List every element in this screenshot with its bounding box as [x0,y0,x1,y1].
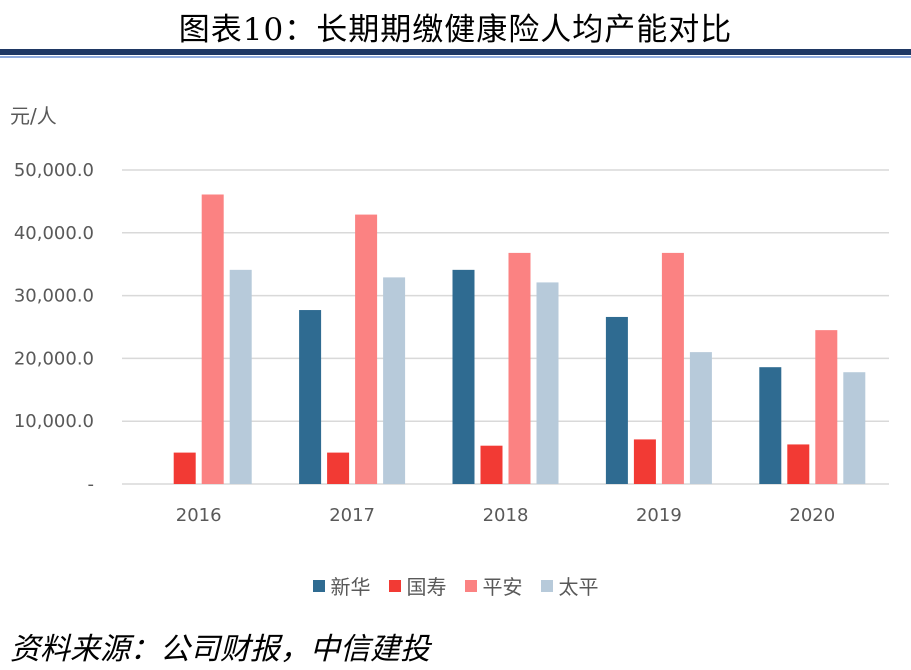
x-tick-label: 2020 [789,505,835,526]
bar-平安-2020 [815,330,838,484]
legend-swatch [312,579,325,592]
x-tick-label: 2018 [483,505,529,526]
source-note: 资料来源：公司财报，中信建投 [10,632,430,667]
x-axis-ticks: 2016 2017 2018 2019 2020 [176,505,835,526]
legend-item: 平安 [464,571,523,600]
bar-平安-2018 [508,252,531,484]
chart-title: 图表10：长期期缴健康险人均产能对比 [178,12,733,48]
legend-swatch [540,579,553,592]
bar-新华-2018 [452,269,475,484]
title-rule [0,49,911,55]
bar-国寿-2017 [327,452,350,484]
legend-label: 太平 [558,575,599,599]
title-rule-accent [0,56,911,58]
x-tick-label: 2017 [329,505,375,526]
bar-新华-2020 [759,367,782,484]
bar-平安-2017 [355,214,378,484]
bar-太平-2020 [843,372,866,484]
legend-item: 新华 [312,571,371,600]
bar-太平-2017 [383,277,406,484]
x-tick-label: 2019 [636,505,682,526]
legend: 新华 国寿 平安 太平 [0,571,911,600]
bar-太平-2019 [689,352,712,484]
y-tick-label: 40,000.0 [14,223,94,244]
legend-item: 国寿 [388,571,447,600]
bar-国寿-2016 [173,452,196,484]
bar-太平-2016 [229,269,252,484]
bar-国寿-2020 [787,444,810,484]
y-tick-label: - [88,474,95,495]
legend-label: 国寿 [406,575,447,599]
x-tick-label: 2016 [176,505,222,526]
bar-新华-2017 [299,310,322,484]
y-tick-label: 50,000.0 [14,160,94,181]
bar-太平-2018 [536,282,559,484]
legend-label: 新华 [330,575,371,599]
bars [173,194,866,484]
y-tick-label: 30,000.0 [14,286,94,307]
bar-平安-2016 [201,194,224,484]
legend-swatch [388,579,401,592]
bar-新华-2019 [605,316,628,484]
legend-label: 平安 [482,575,523,599]
y-axis-ticks: - 10,000.0 20,000.0 30,000.0 40,000.0 50,000.… [14,160,94,495]
bar-国寿-2019 [633,439,656,484]
y-tick-label: 10,000.0 [14,411,94,432]
legend-swatch [464,579,477,592]
bar-平安-2019 [661,252,684,484]
y-tick-label: 20,000.0 [14,348,94,369]
legend-item: 太平 [540,571,599,600]
bar-国寿-2018 [480,445,503,484]
y-unit-label: 元/人 [10,104,57,128]
